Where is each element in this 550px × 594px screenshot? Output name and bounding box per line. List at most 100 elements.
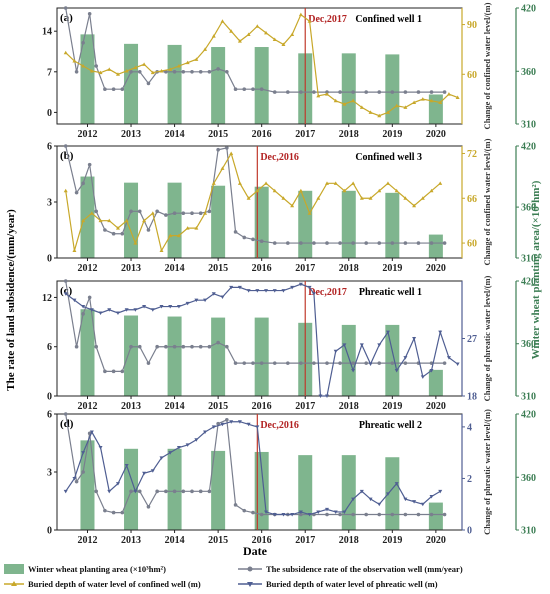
subsidence-point [351, 512, 355, 517]
bar-2014 [167, 44, 182, 125]
confined-point [89, 211, 94, 215]
confined-point [168, 67, 173, 71]
subsidence-point [207, 70, 212, 74]
subsidence-point [338, 361, 342, 365]
confined-point [72, 59, 77, 63]
subsidence-point [137, 489, 142, 494]
confined-point [325, 181, 329, 185]
subsidence-point [146, 505, 151, 509]
subsidence-point [272, 90, 277, 94]
phreatic-point [351, 368, 356, 373]
subsidence-point [155, 344, 159, 349]
legend-confined-marker [11, 581, 17, 586]
confined-point [264, 30, 269, 35]
phreatic-point [333, 349, 338, 354]
confined-point [377, 188, 382, 193]
bar-2017 [298, 190, 313, 258]
confined-water-level-line [65, 151, 441, 253]
subsidence-point [251, 87, 255, 91]
phreatic-point [420, 375, 425, 379]
subsidence-point [129, 344, 133, 349]
subsidence-point [172, 70, 177, 74]
x-tick-label: 2019 [382, 401, 402, 412]
legend-subsidence-label: The subsidence rate of the observation w… [266, 564, 463, 574]
subsidence-point [286, 361, 290, 365]
area-tick-label: 310 [521, 120, 536, 131]
confined-point [81, 218, 86, 223]
confined-point [98, 70, 103, 75]
subsidence-point [259, 361, 264, 365]
confined-point [290, 203, 295, 208]
x-tick-label: 2014 [165, 401, 185, 412]
phreatic-point [115, 482, 120, 486]
confined-point [359, 196, 364, 200]
right-tick-label: 72 [467, 149, 477, 160]
confined-point [124, 68, 129, 73]
left-tick-label: 3 [47, 198, 52, 209]
confined-point [220, 19, 225, 23]
phreatic-point [307, 285, 312, 290]
subsidence-point [207, 489, 212, 494]
subsidence-point [87, 12, 92, 16]
subsidence-point [272, 241, 277, 245]
bar-2012 [80, 440, 95, 530]
phreatic-point [63, 489, 68, 494]
phreatic-point [185, 301, 190, 306]
subsidence-point [129, 209, 133, 214]
x-tick-label: 2018 [339, 535, 359, 546]
confined-point [115, 72, 120, 76]
phreatic-point [272, 289, 277, 293]
x-tick-label: 2016 [252, 401, 272, 412]
legend-phreatic-label: Buried depth of water level of phreatic … [266, 579, 438, 589]
area-tick-label: 420 [521, 142, 536, 153]
phreatic-point [194, 298, 199, 303]
subsidence-point [351, 90, 355, 94]
subsidence-point [272, 361, 277, 365]
confined-point [185, 226, 190, 230]
left-tick-label: 7 [47, 67, 52, 78]
phreatic-point [307, 513, 312, 517]
area-tick-label: 310 [521, 526, 536, 537]
subsidence-point [225, 146, 229, 150]
subsidence-point [351, 361, 355, 365]
phreatic-point [72, 476, 77, 481]
subsidence-point [137, 70, 142, 74]
phreatic-point [168, 305, 173, 309]
x-tick-label: 2014 [165, 129, 185, 140]
phreatic-point [264, 510, 269, 514]
confined-point [368, 196, 373, 200]
confined-point [385, 181, 390, 185]
subsidence-point [155, 209, 159, 214]
x-tick-label: 2012 [77, 263, 97, 274]
phreatic-point [107, 489, 112, 494]
subsidence-point [225, 418, 229, 422]
subsidence-point [325, 241, 329, 245]
bar-2013 [124, 315, 139, 396]
subsidence-point [137, 344, 142, 349]
confined-point [420, 97, 425, 101]
x-tick-label: 2012 [77, 129, 97, 140]
confined-point [237, 181, 242, 185]
subsidence-point [63, 412, 68, 416]
bar-2020 [428, 502, 443, 530]
confined-point [368, 110, 373, 114]
phreatic-point [229, 420, 234, 424]
x-tick-label: 2016 [252, 263, 272, 274]
confined-point [255, 24, 260, 28]
phreatic-point [412, 337, 417, 341]
x-tick-label: 2017 [295, 401, 315, 412]
subsidence-point [225, 70, 229, 74]
confined-point [377, 113, 382, 118]
x-tick-label: 2012 [77, 535, 97, 546]
phreatic-point [81, 451, 86, 455]
subsidence-point [442, 241, 447, 245]
subsidence-point [216, 147, 220, 152]
confined-point [133, 241, 138, 245]
subsidence-point [390, 361, 395, 365]
subsidence-point [325, 90, 329, 94]
phreatic-point [133, 489, 138, 494]
x-tick-label: 2013 [121, 129, 141, 140]
subsidence-point [172, 344, 177, 349]
confined-point [446, 92, 451, 96]
bar-2014 [167, 316, 182, 396]
